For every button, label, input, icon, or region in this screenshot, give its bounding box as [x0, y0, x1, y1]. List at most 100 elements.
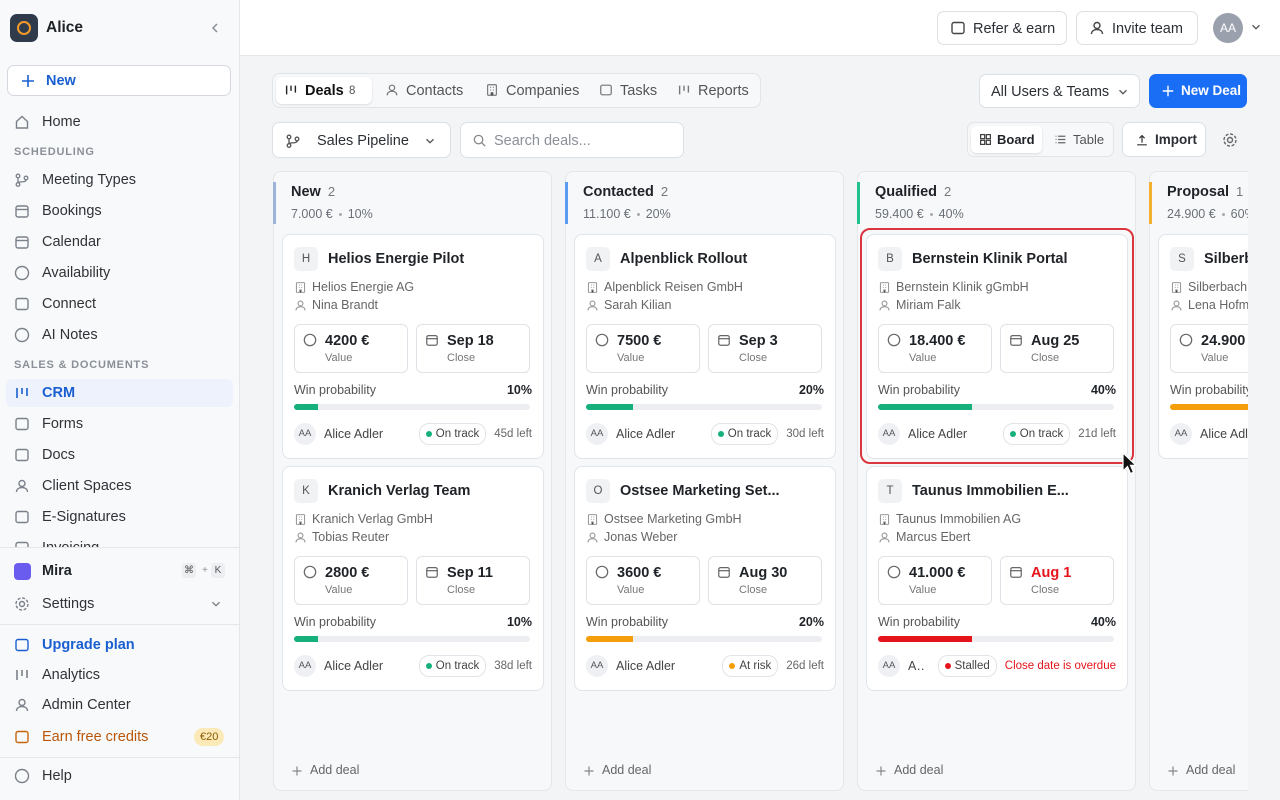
tab[interactable]: Companies: [477, 77, 585, 104]
nav-item[interactable]: Settings: [42, 596, 95, 612]
table-view[interactable]: Table: [1046, 126, 1112, 153]
tab-count: 8: [349, 85, 356, 97]
status-label: On track: [435, 660, 480, 672]
nav-item[interactable]: Connect: [42, 296, 97, 312]
invite-button[interactable]: Invite team: [1076, 11, 1198, 45]
deal-card[interactable]: H Helios Energie Pilot Helios Energie AG Ni…: [282, 234, 544, 459]
column-header: Contacted 2: [583, 184, 668, 200]
probability-track: [586, 404, 822, 410]
refer-button[interactable]: Refer & earn: [937, 11, 1067, 45]
icon[interactable]: [1222, 132, 1238, 148]
tab[interactable]: Tasks: [591, 77, 663, 104]
nav-item[interactable]: CRM: [42, 385, 76, 401]
info-label: Close: [739, 352, 768, 364]
deal-card[interactable]: B Bernstein Klinik Portal Bernstein Klinik…: [866, 234, 1128, 459]
column-accent: [565, 182, 568, 224]
icon: [1089, 20, 1105, 36]
win-label: Win probability: [1170, 383, 1248, 397]
nav-item[interactable]: Meeting Types: [42, 172, 137, 188]
search-box[interactable]: Search deals...: [460, 122, 684, 158]
mira-label[interactable]: Mira: [42, 563, 72, 579]
deal-company: Alpenblick Reisen GmbH: [604, 280, 743, 294]
nav-item[interactable]: Calendar: [42, 234, 101, 250]
deal-initial: B: [878, 247, 902, 271]
status-dot: [944, 663, 951, 669]
tab[interactable]: Contacts: [377, 77, 471, 104]
deal-initial: O: [586, 479, 610, 503]
nav-item[interactable]: Analytics: [42, 667, 101, 683]
win-value: 40%: [1090, 615, 1116, 629]
nav-item[interactable]: Help: [42, 768, 72, 784]
info-box: 3600 € Value: [586, 556, 700, 605]
win-value: 20%: [798, 383, 824, 397]
icon: [303, 565, 317, 579]
nav-active-bg: [6, 379, 233, 407]
avatar[interactable]: AA: [1213, 13, 1243, 43]
user-filter-label: All Users & Teams: [991, 84, 1110, 100]
tab-label: Tasks: [620, 83, 658, 99]
column-summary: 24.900 € 60%: [1167, 207, 1248, 221]
nav-item[interactable]: Docs: [42, 447, 76, 463]
probability-track: [1170, 404, 1248, 410]
info-value: Sep 3: [739, 333, 778, 349]
icon: [677, 83, 691, 97]
column-summary: 59.400 € 40%: [875, 207, 964, 221]
info-box: Sep 18 Close: [416, 324, 530, 373]
logo-ring: [17, 21, 31, 35]
icon: [472, 133, 487, 148]
status-label: At risk: [739, 660, 772, 672]
nav-item[interactable]: Home: [42, 114, 81, 130]
deal-contact: Lena Hofmann: [1188, 298, 1248, 312]
win-value: 10%: [506, 615, 532, 629]
deal-title: Helios Energie Pilot: [328, 251, 465, 267]
deal-card[interactable]: S Silberbach Silberbach Lena Hofmann 24.900 …: [1158, 234, 1248, 459]
import-button[interactable]: Import: [1122, 122, 1206, 157]
info-box: Aug 25 Close: [1000, 324, 1114, 373]
deal-card[interactable]: O Ostsee Marketing Set... Ostsee Marketing…: [574, 466, 836, 691]
table-label: Table: [1073, 132, 1105, 147]
icon: [979, 133, 992, 146]
deal-card[interactable]: T Taunus Immobilien E... Taunus Immobilien…: [866, 466, 1128, 691]
deal-initial: S: [1170, 247, 1194, 271]
pipeline-label: Sales Pipeline: [317, 133, 409, 149]
new-button[interactable]: New: [7, 65, 231, 96]
nav-item[interactable]: Client Spaces: [42, 478, 132, 494]
tab-label: Companies: [506, 83, 580, 99]
tab[interactable]: Reports: [669, 77, 757, 104]
owner-name: Alice Adler: [1200, 427, 1248, 441]
probability-bar: [294, 636, 318, 642]
icon: [14, 637, 30, 653]
deal-contact: Sarah Kilian: [604, 298, 672, 312]
deal-card[interactable]: A Alpenblick Rollout Alpenblick Reisen Gmb…: [574, 234, 836, 459]
new-deal-button[interactable]: New Deal: [1149, 74, 1247, 108]
upgrade-plan[interactable]: Upgrade plan: [42, 637, 135, 653]
nav-item[interactable]: Bookings: [42, 203, 102, 219]
nav-item[interactable]: E-Signatures: [42, 509, 126, 525]
user-filter[interactable]: All Users & Teams: [979, 74, 1140, 108]
pipeline-select[interactable]: Sales Pipeline: [272, 122, 451, 158]
column-percent: 10%: [347, 207, 373, 221]
column-count: 2: [327, 184, 336, 199]
tab[interactable]: Deals 8: [276, 77, 372, 104]
column-header: New 2: [291, 184, 335, 200]
icon: [14, 416, 30, 432]
days-left: 38d left: [494, 660, 532, 672]
nav-item[interactable]: AI Notes: [42, 327, 98, 343]
deal-contact: Marcus Ebert: [896, 530, 971, 544]
icon: [14, 234, 30, 250]
earn-credits[interactable]: Earn free credits: [42, 729, 149, 745]
shortcut-key: K: [211, 563, 225, 578]
probability-track: [294, 404, 530, 410]
info-label: Value: [617, 352, 645, 364]
icon: [14, 540, 30, 547]
nav-item[interactable]: Availability: [42, 265, 111, 281]
new-button-label: New: [46, 73, 76, 89]
deal-card[interactable]: K Kranich Verlag Team Kranich Verlag GmbH T…: [282, 466, 544, 691]
board-view[interactable]: Board: [971, 126, 1042, 153]
divider: [0, 624, 239, 625]
nav-item[interactable]: Forms: [42, 416, 84, 432]
nav-item[interactable]: Admin Center: [42, 697, 131, 713]
icon: [586, 513, 599, 526]
nav-item[interactable]: Invoicing: [42, 538, 99, 547]
column-accent: [273, 182, 276, 224]
